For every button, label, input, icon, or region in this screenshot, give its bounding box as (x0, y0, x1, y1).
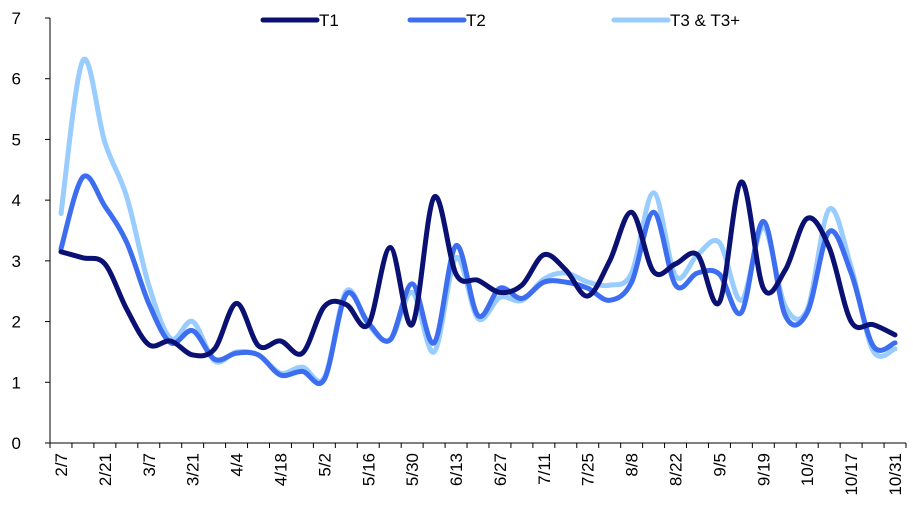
y-tick-label: 6 (12, 70, 21, 89)
x-tick-label: 3/21 (184, 453, 203, 486)
y-tick-label: 5 (12, 130, 21, 149)
x-tick-label: 5/16 (359, 453, 378, 486)
x-tick-label: 4/4 (228, 453, 247, 477)
x-tick-label: 3/7 (140, 453, 159, 477)
x-tick-label: 8/8 (623, 453, 642, 477)
x-tick-label: 9/5 (710, 453, 729, 477)
legend-label-t1: T1 (319, 11, 339, 30)
series-lines (58, 56, 898, 387)
x-tick-label: 7/25 (579, 453, 598, 486)
x-tick-label: 2/21 (96, 453, 115, 486)
y-tick-label: 3 (12, 252, 21, 271)
y-tick-label: 4 (12, 191, 21, 210)
x-tick-label: 9/19 (754, 453, 773, 486)
x-tick-label: 6/27 (491, 453, 510, 486)
x-tick-label: 6/13 (447, 453, 466, 486)
x-tick-label: 10/31 (886, 453, 905, 496)
axes: 0 1 2 3 4 5 6 7 2/7 2/21 3/7 3/21 4/4 4/18 5/2 5/16 5/30… (12, 9, 907, 496)
x-tick-label: 2/7 (52, 453, 71, 477)
x-tick-label: 5/2 (315, 453, 334, 477)
x-tick-label: 10/17 (842, 453, 861, 496)
legend-label-t2: T2 (466, 11, 486, 30)
x-tick-label: 4/18 (271, 453, 290, 486)
legend: T1 T2 T3 & T3+ (260, 11, 740, 30)
x-tick-label: 5/30 (403, 453, 422, 486)
y-tick-label: 1 (12, 373, 21, 392)
x-tick-label: 10/3 (798, 453, 817, 486)
x-tick-label: 7/11 (535, 453, 554, 485)
y-tick-label: 2 (12, 313, 21, 332)
y-tick-label: 7 (12, 9, 21, 28)
series-line-t2 (58, 173, 898, 387)
series-line-t1 (58, 179, 898, 359)
x-tick-label: 8/22 (667, 453, 686, 486)
y-tick-label: 0 (12, 434, 21, 453)
legend-label-t3-t3: T3 & T3+ (670, 11, 740, 30)
